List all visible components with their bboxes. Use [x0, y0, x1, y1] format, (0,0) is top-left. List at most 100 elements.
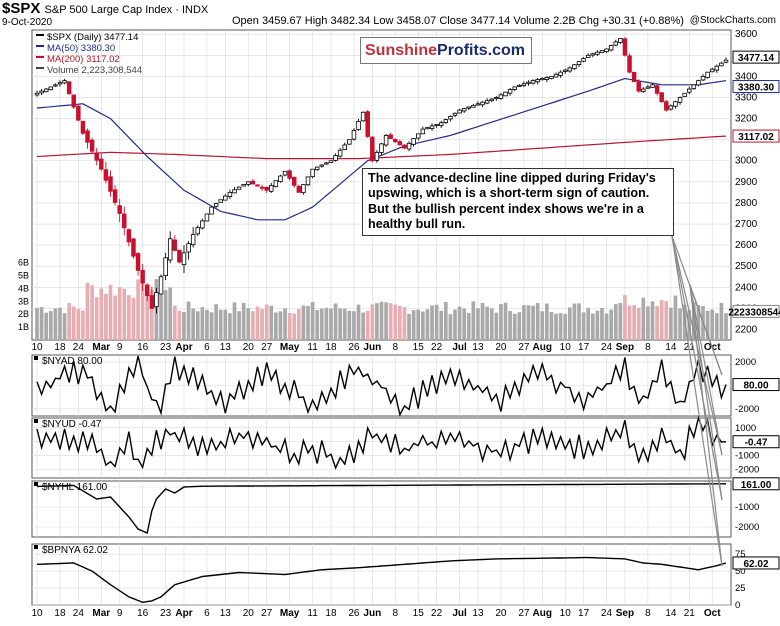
callout-arrow [671, 235, 723, 501]
volume-bar [104, 293, 108, 340]
volume-bar [117, 287, 122, 340]
x-tick-label-top: 17 [578, 342, 590, 353]
volume-bar [678, 308, 682, 340]
stockcharts-credit: @StockCharts.com [689, 15, 776, 26]
volume-bar [71, 306, 76, 340]
volume-bar [411, 310, 416, 340]
candle-body [581, 58, 586, 62]
x-tick-label-top: 14 [665, 342, 677, 353]
x-tick-label-top: 9 [117, 342, 123, 353]
candle-body [259, 186, 265, 189]
x-tick-label-bottom: 23 [160, 608, 172, 619]
x-tick-label-bottom: 10 [31, 608, 43, 619]
indicator-legend: $BPNYA 62.02 [42, 545, 108, 556]
volume-value-label: 2223308544 [728, 307, 780, 318]
candle-body [388, 134, 393, 140]
candle-body [122, 213, 127, 229]
volume-bar [407, 313, 411, 340]
indicator-panel-frame [31, 543, 732, 606]
candle-body [664, 101, 669, 111]
x-tick-label-bottom: May [280, 608, 300, 619]
indicator-last-value-box [732, 477, 780, 491]
x-tick-label-bottom: 16 [137, 608, 149, 619]
candle-body [236, 186, 242, 190]
x-tick-label-bottom: 13 [220, 608, 232, 619]
volume-bar [228, 313, 232, 340]
volume-bar [287, 313, 292, 340]
volume-bar [655, 306, 659, 340]
indicator-legend: $NYAD 80.00 [42, 356, 103, 367]
x-tick-label-top: 13 [220, 342, 232, 353]
candle-body [705, 71, 710, 78]
x-tick-label-top: 27 [518, 342, 530, 353]
volume-bar [172, 305, 177, 340]
x-tick-label-top: 18 [325, 342, 337, 353]
volume-bar [659, 300, 664, 340]
volume-bar [310, 301, 315, 340]
candle-body [250, 180, 256, 185]
volume-bar [600, 307, 604, 340]
candle-body [714, 65, 720, 71]
candle-body [700, 75, 706, 81]
indicator-legend-swatch [34, 356, 38, 360]
price-y-tick-label: 3600 [735, 29, 758, 40]
volume-tick-label: 3B [18, 296, 29, 306]
candle-body [223, 195, 228, 201]
candle-body [291, 176, 297, 186]
close-value-label: 3477.14 [738, 53, 775, 64]
volume-bar [315, 310, 320, 340]
volume-bar [159, 294, 163, 340]
volume-bar [338, 308, 342, 340]
candle-body [471, 104, 476, 108]
volume-bar [319, 308, 324, 340]
candle-body [549, 75, 554, 79]
indicator-last-value: -0.47 [745, 438, 768, 449]
volume-bar [35, 307, 39, 340]
candle-body [347, 139, 352, 145]
indicator-y-tick-label: -2000 [735, 404, 759, 415]
candle-body [264, 186, 269, 191]
ma200-value-label-box [732, 129, 780, 143]
volume-bar [586, 307, 591, 340]
candle-body [39, 90, 44, 94]
candle-body [269, 185, 274, 192]
candle-body [360, 111, 366, 122]
x-tick-label-bottom: 8 [392, 608, 398, 619]
volume-bar [632, 305, 636, 340]
candle-body [425, 127, 430, 130]
candle-body [80, 120, 86, 134]
price-legend-entry: MA(200) 3117.02 [47, 54, 120, 65]
volume-bar [140, 278, 145, 340]
volume-bar [99, 288, 104, 340]
indicator-y-tick-label: 0 [735, 600, 740, 611]
ma50-value-label-box [732, 80, 780, 94]
volume-bar [283, 308, 287, 340]
volume-bar [209, 312, 214, 340]
ma50-value-label: 3380.30 [738, 83, 775, 94]
indicator-legend: $NYUD -0.47 [42, 419, 102, 430]
volume-bar [223, 309, 228, 340]
candle-body [604, 48, 609, 52]
close-value-label-box [732, 50, 780, 64]
candle-body [370, 136, 375, 162]
price-y-tick-label: 2700 [735, 219, 758, 230]
volume-value-label-box [732, 304, 780, 318]
ticker-separator: · [172, 4, 182, 16]
volume-bar [260, 309, 264, 340]
candle-body [255, 184, 260, 187]
candle-body [324, 162, 329, 165]
legend-swatch [36, 34, 44, 36]
candle-body [618, 38, 623, 43]
volume-bar [39, 307, 44, 340]
volume-bar [609, 309, 614, 340]
candle-body [484, 100, 490, 104]
price-y-tick-label: 3000 [735, 156, 758, 167]
candle-body [287, 170, 292, 179]
volume-bar [508, 310, 512, 340]
volume-bar [549, 312, 554, 340]
volume-bar [636, 307, 641, 340]
candle-body [314, 166, 320, 171]
volume-bar [214, 304, 218, 340]
ohlc-readout: Open 3459.67 High 3482.34 Low 3458.07 Cl… [232, 15, 684, 27]
volume-tick-label: 1B [18, 322, 29, 332]
